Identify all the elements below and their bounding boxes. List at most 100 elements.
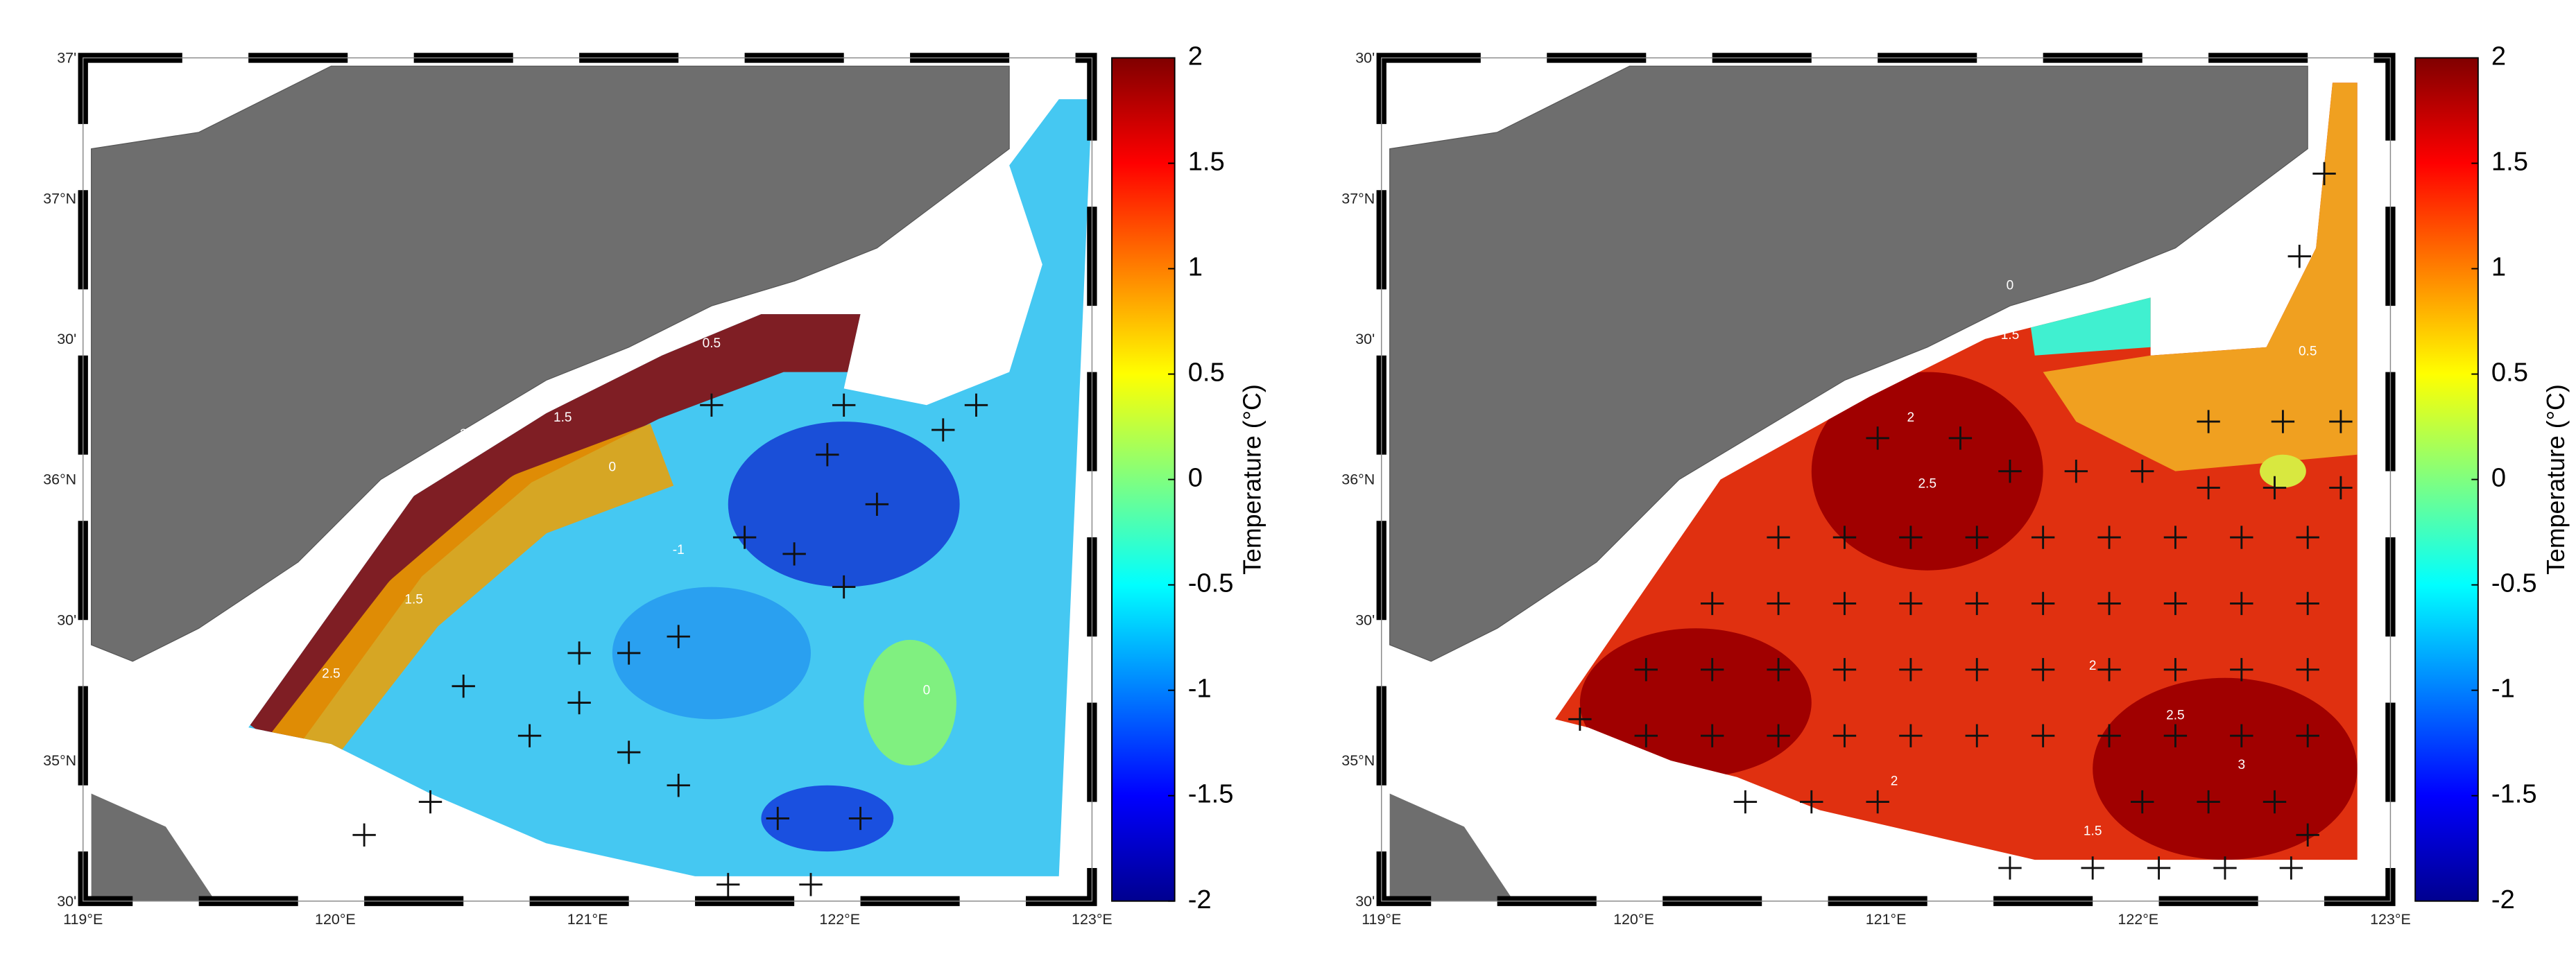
station-marker [1965,658,1989,682]
contour-label: 2 [261,741,269,756]
y-tick-label: 36°N [1341,471,1375,488]
contour-label: 0 [609,460,617,475]
station-marker [1767,724,1790,747]
station-marker [782,542,806,566]
contour-region [864,639,956,766]
contour-label: 0 [923,684,931,698]
station-marker [517,724,542,747]
contour-region [2043,83,2358,471]
map-frame-inner [82,57,1093,902]
station-marker [1832,658,1857,682]
colorbar-tick-label: 2 [1188,42,1203,71]
station-marker [667,774,690,797]
land [91,793,216,901]
y-tick-label: 35°N [1341,752,1375,769]
station-marker [1899,591,1923,616]
contour-label: 0.5 [2299,345,2317,359]
colorbar [1111,57,1176,902]
station-marker [716,873,740,896]
y-tick-label: 30' [1355,331,1375,347]
station-marker [1965,591,1989,616]
colorbar-tick-label: 0 [1188,463,1203,493]
station-marker [1965,526,1989,549]
x-tick-label: 123°E [1072,911,1113,928]
station-marker [2296,823,2319,847]
contour-label: 2 [2089,659,2097,673]
field-contours [248,306,960,852]
contour-label: 2.5 [1918,477,1937,492]
station-marker [2163,658,2188,682]
station-marker [1899,526,1923,549]
colorbar-tick-label: 1.5 [2491,147,2528,177]
contour-label: 3 [2238,758,2246,772]
colorbar-tick-label: 2 [2491,42,2506,71]
station-marker [2147,856,2171,880]
station-marker [1866,426,1889,450]
y-tick-label: 37°N [43,190,76,207]
contour-label: 1.5 [2001,328,2020,342]
contour-label: -1 [673,543,685,557]
station-marker [2097,591,2121,616]
station-marker [2287,244,2311,268]
contour-label: 0.5 [703,336,721,351]
station-marker [2097,658,2121,682]
y-tick-label: 36°N [43,471,76,488]
contour-band [272,424,674,773]
station-marker [1832,526,1857,549]
station-marker [1965,724,1989,747]
station-marker [617,740,641,764]
x-tick-label: 120°E [315,911,356,928]
station-marker [1634,724,1658,747]
station-marker [848,806,873,831]
contour-region [728,422,960,587]
colorbar-tick-label: -2 [1188,885,1212,914]
y-tick-label: 30' [57,612,76,628]
station-marker [832,575,856,599]
station-marker [1800,790,1823,814]
station-marker [1832,724,1857,747]
map-panel: 1.5 2.5 2 0 0.5 2 1.5 2 2.5 3 119°E 120°E 121°E 122°E… [1341,50,2411,928]
x-tick-label: 122°E [819,911,860,928]
station-marker [567,691,591,715]
map-panel: -1 0 0.5 1.5 2 2.5 1.5 2 0 0.5 119°E 120°E 121°E 122°… [43,50,1113,928]
station-marker [2230,526,2253,549]
colorbar-tick-label: 1.5 [1188,147,1225,177]
contour-region [2093,677,2358,860]
station-marker [2197,790,2220,814]
station-marker [2329,476,2353,500]
y-tick-label: 37°N [1341,190,1375,207]
contour-region [612,587,811,720]
station-marker [2296,658,2319,682]
colorbar-tick-label: 0 [2491,463,2506,493]
station-marker [816,443,839,467]
station-marker [1700,591,1724,616]
contour-label: 0.5 [1000,328,1019,342]
station-marker [2230,591,2253,616]
station-marker [352,823,376,847]
colorbar-tick-label: -1.5 [2491,779,2537,809]
station-marker [1634,658,1658,682]
station-marker [2296,591,2319,616]
station-marker [2131,790,2154,814]
station-marker [964,393,988,417]
colorbar-tick-label: 0.5 [1188,358,1225,388]
colorbar-label: Temperature (°C) [2542,384,2570,575]
station-marker [1998,459,2022,483]
station-marker [766,806,789,831]
x-tick-label: 122°E [2118,911,2158,928]
contour-label: 2 [1891,774,1898,789]
contour-label: 2 [460,427,467,442]
contour-label: 1.5 [404,592,423,607]
y-tick-label: 35°N [43,752,76,769]
station-marker [832,393,856,417]
y-tick-label: 30' [57,893,76,910]
contour-region [1579,628,1812,777]
colorbar-tick-label: 0.5 [2491,358,2528,388]
station-marker [2064,459,2088,483]
contour-band [248,306,861,756]
x-tick-label: 120°E [1613,911,1654,928]
station-marker [1700,724,1724,747]
station-marker [2296,724,2319,747]
x-tick-label: 119°E [63,911,103,928]
colorbar-tick-label: -1.5 [1188,779,1234,809]
